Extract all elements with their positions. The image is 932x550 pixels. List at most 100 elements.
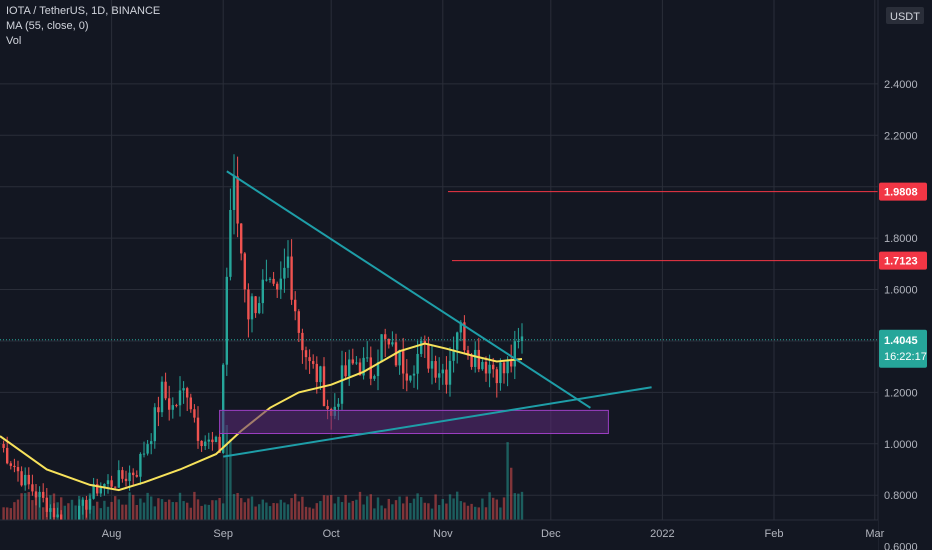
candle-body xyxy=(430,361,434,369)
candle-body xyxy=(409,375,412,381)
volume-bar xyxy=(488,492,491,520)
candle-body xyxy=(139,453,142,477)
volume-bar xyxy=(391,504,394,520)
candle-body xyxy=(492,364,495,370)
candle-body xyxy=(236,176,239,224)
falling-trendline xyxy=(226,170,591,409)
volume-bar xyxy=(193,491,196,520)
volume-bar xyxy=(13,502,16,520)
volume-bar xyxy=(135,505,138,520)
level-mid-badge-label: 1.7123 xyxy=(884,256,918,268)
volume-bar xyxy=(398,496,401,520)
candle-body xyxy=(13,465,16,468)
currency-label: USDT xyxy=(890,11,920,23)
price-tick-label: 1.8000 xyxy=(884,233,918,245)
candle-body xyxy=(31,484,34,492)
volume-bar xyxy=(290,498,293,520)
candle-body xyxy=(373,376,376,379)
volume-bar xyxy=(452,498,455,520)
candle-body xyxy=(337,403,340,407)
candle-body xyxy=(157,407,160,413)
volume-bar xyxy=(376,497,380,520)
candle-body xyxy=(463,322,466,351)
volume-bar xyxy=(272,502,275,520)
candle-body xyxy=(387,338,390,345)
candle-body xyxy=(358,362,362,376)
candle-body xyxy=(124,478,128,482)
volume-bar xyxy=(286,504,290,520)
volume-bar xyxy=(132,494,135,520)
volume-indicator-label[interactable]: Vol xyxy=(6,35,22,47)
volume-bar xyxy=(358,491,362,520)
candle-body xyxy=(128,472,131,482)
volume-bar xyxy=(268,506,272,520)
candle-body xyxy=(517,340,520,342)
price-tick-label: 1.6000 xyxy=(884,285,918,297)
time-tick-label: 2022 xyxy=(650,528,674,540)
volume-bar xyxy=(70,499,74,520)
candle-body xyxy=(441,369,444,374)
candle-body xyxy=(211,439,214,443)
currency-badge-box xyxy=(886,7,924,24)
volume-bar xyxy=(420,497,423,520)
candle-body xyxy=(121,470,124,479)
candle-body xyxy=(506,359,509,374)
candle-body xyxy=(24,474,27,486)
volume-bar xyxy=(114,496,117,520)
candle-body xyxy=(258,303,261,314)
volume-bar xyxy=(20,493,23,520)
price-tick-label: 0.8000 xyxy=(884,490,918,502)
candle-body xyxy=(2,444,5,448)
volume-bar xyxy=(45,497,48,520)
time-axis: Aug Sep Oct Nov Dec 2022 Feb Mar xyxy=(0,519,885,550)
candle-body xyxy=(168,398,171,410)
candle-body xyxy=(243,253,246,290)
price-tick-label: 2.4000 xyxy=(884,79,918,91)
candle-body xyxy=(218,436,221,453)
candle-body xyxy=(520,336,524,341)
candle-body xyxy=(434,361,437,378)
volume-bar xyxy=(308,507,311,520)
candle-body xyxy=(290,256,293,300)
candle-body xyxy=(510,359,513,367)
time-tick-label: Mar xyxy=(865,528,884,540)
volume-bar xyxy=(117,499,120,520)
ma-indicator-label[interactable]: MA (55, close, 0) xyxy=(6,20,89,32)
volume-bar xyxy=(204,504,207,520)
volume-bar xyxy=(232,494,236,520)
volume-bar xyxy=(78,495,81,520)
volume-bar xyxy=(362,504,365,520)
candle-body xyxy=(110,480,113,487)
volume-bar xyxy=(412,498,416,520)
candle-body xyxy=(99,487,102,494)
candle-body xyxy=(214,436,218,443)
candle-body xyxy=(117,470,120,488)
candle-body xyxy=(189,397,192,410)
volume-bar xyxy=(510,467,513,520)
volume-bar xyxy=(214,500,218,520)
volume-bar xyxy=(16,499,20,520)
candle-body xyxy=(427,343,430,369)
volume-bar xyxy=(99,508,102,520)
volume-bar xyxy=(315,503,318,520)
candle-body xyxy=(150,441,153,445)
candle-body xyxy=(178,390,182,406)
price-tick-label: 1.2000 xyxy=(884,387,918,399)
volume-bar xyxy=(236,492,239,520)
volume-bar xyxy=(222,503,225,520)
level-mid-badge-box xyxy=(879,251,927,270)
candle-body xyxy=(412,373,416,376)
candle-body xyxy=(135,475,138,477)
candle-body xyxy=(459,322,462,333)
volume-bar xyxy=(456,491,459,520)
volume-bar xyxy=(6,507,9,520)
candle-body xyxy=(204,441,207,447)
volume-bar xyxy=(9,508,12,520)
symbol-title[interactable]: IOTA / TetherUS, 1D, BINANCE xyxy=(6,5,161,17)
chart-legend: IOTA / TetherUS, 1D, BINANCE MA (55, clo… xyxy=(6,4,160,49)
volume-bar xyxy=(261,499,264,520)
candle-body xyxy=(405,373,408,381)
volume-bar xyxy=(409,503,412,520)
candle-body xyxy=(38,491,41,498)
